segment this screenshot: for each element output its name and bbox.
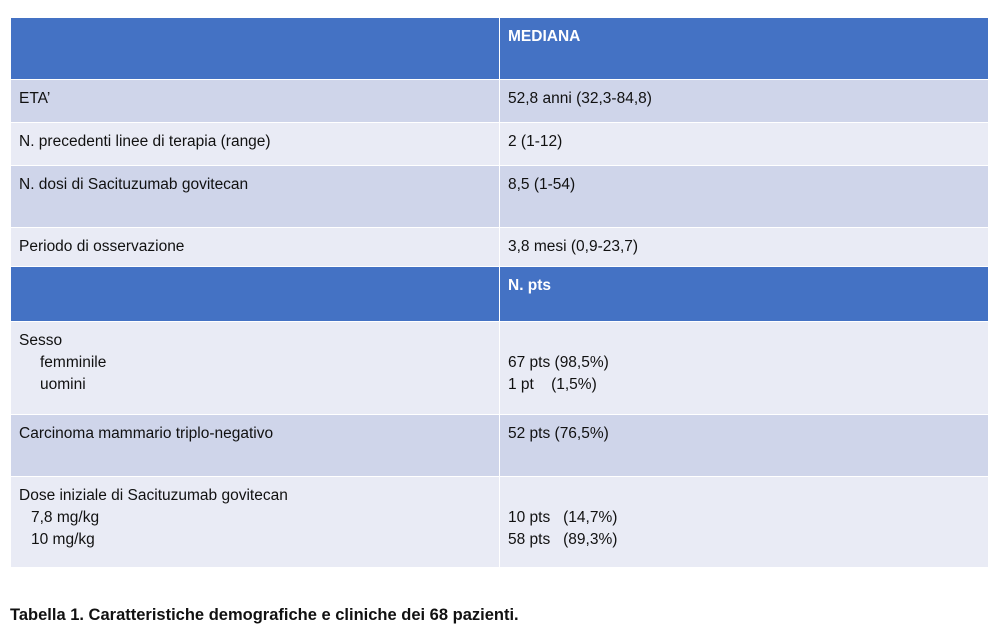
table-row-linee-terapia: N. precedenti linee di terapia (range) 2… xyxy=(10,122,989,166)
header-cell-npts: N. pts xyxy=(499,266,989,322)
row-value: 58 pts (89,3%) xyxy=(508,531,618,548)
row-value: 10 pts (14,7%) xyxy=(508,509,618,526)
row-label: Periodo di osservazione xyxy=(10,227,500,267)
header-row-npts: N. pts xyxy=(10,266,989,322)
row-value: 2 (1-12) xyxy=(499,122,989,166)
sub-label: uomini xyxy=(40,376,86,393)
row-value: 67 pts (98,5%) xyxy=(508,354,609,371)
table-row-carcinoma: Carcinoma mammario triplo-negativo 52 pt… xyxy=(10,414,989,477)
patient-characteristics-table: MEDIANA ETA’ 52,8 anni (32,3-84,8) N. pr… xyxy=(10,17,989,568)
sub-label: femminile xyxy=(40,354,107,371)
row-value: 8,5 (1-54) xyxy=(499,165,989,228)
row-value-group: 67 pts (98,5%) 1 pt (1,5%) xyxy=(499,321,989,415)
row-label: ETA’ xyxy=(10,79,500,123)
sub-label: 7,8 mg/kg xyxy=(31,509,100,526)
row-value: 52 pts (76,5%) xyxy=(499,414,989,477)
table-row-eta: ETA’ 52,8 anni (32,3-84,8) xyxy=(10,79,989,123)
table-caption: Tabella 1. Caratteristiche demografiche … xyxy=(10,606,519,624)
row-label-group: Dose iniziale di Sacituzumab govitecan 7… xyxy=(10,476,500,568)
header-cell-empty xyxy=(10,266,500,322)
table-row-dose-iniziale: Dose iniziale di Sacituzumab govitecan 7… xyxy=(10,476,989,568)
row-value: 52,8 anni (32,3-84,8) xyxy=(499,79,989,123)
row-value: 3,8 mesi (0,9-23,7) xyxy=(499,227,989,267)
header-row-mediana: MEDIANA xyxy=(10,17,989,80)
sub-label: 10 mg/kg xyxy=(31,531,95,548)
table-row-dosi: N. dosi di Sacituzumab govitecan 8,5 (1-… xyxy=(10,165,989,228)
table-row-sesso: Sesso femminile uomini 67 pts (98,5%) 1 … xyxy=(10,321,989,415)
row-label: Carcinoma mammario triplo-negativo xyxy=(10,414,500,477)
row-label-group: Sesso femminile uomini xyxy=(10,321,500,415)
row-label: Dose iniziale di Sacituzumab govitecan xyxy=(19,487,288,504)
row-label: N. dosi di Sacituzumab govitecan xyxy=(10,165,500,228)
row-label: N. precedenti linee di terapia (range) xyxy=(10,122,500,166)
row-value-group: 10 pts (14,7%) 58 pts (89,3%) xyxy=(499,476,989,568)
header-cell-mediana: MEDIANA xyxy=(499,17,989,80)
row-value: 1 pt (1,5%) xyxy=(508,376,597,393)
table-row-osservazione: Periodo di osservazione 3,8 mesi (0,9-23… xyxy=(10,227,989,267)
header-cell-empty xyxy=(10,17,500,80)
row-label: Sesso xyxy=(19,332,63,349)
